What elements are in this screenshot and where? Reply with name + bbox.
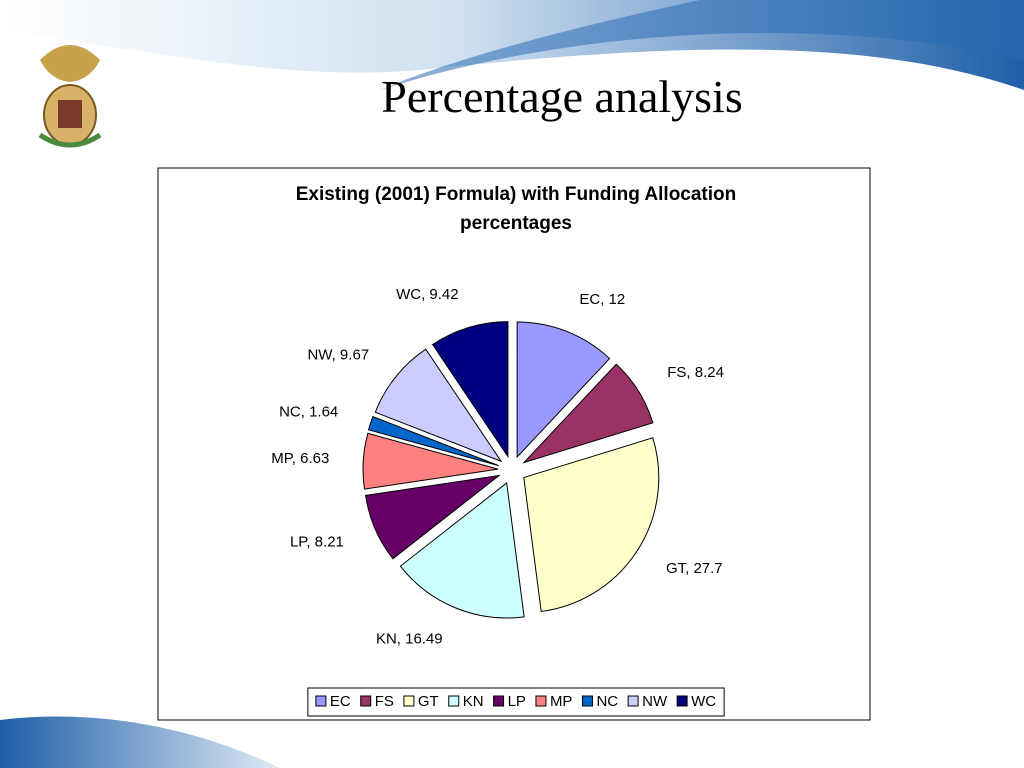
data-label: LP, 8.21 <box>290 533 344 550</box>
pie-slice <box>431 321 509 459</box>
header-band <box>380 0 1024 90</box>
coat-of-arms <box>38 45 102 148</box>
pie-slice <box>362 432 499 490</box>
legend-swatch <box>315 695 327 707</box>
legend-label: WC <box>691 693 716 710</box>
legend-label: FS <box>375 693 394 710</box>
data-label: WC, 9.42 <box>396 286 459 303</box>
legend-label: MP <box>550 693 573 710</box>
pie-slice <box>367 415 499 467</box>
pie-slice <box>522 363 654 464</box>
data-label: KN, 16.49 <box>376 630 443 647</box>
legend-swatch <box>493 695 505 707</box>
legend-box <box>307 687 725 717</box>
slide-title: Percentage analysis <box>381 71 742 122</box>
pie-slice <box>523 437 660 612</box>
footer-swoosh <box>0 716 280 768</box>
pie-slice <box>516 321 611 459</box>
legend-swatch <box>403 695 415 707</box>
chart-title: Existing (2001) Formula) with Funding Al… <box>296 184 737 234</box>
legend-label: EC <box>330 693 351 710</box>
legend-swatch <box>448 695 460 707</box>
pie-slice <box>399 482 525 619</box>
legend-label: NC <box>596 693 618 710</box>
chart-frame <box>157 167 871 721</box>
legend-label: NW <box>642 693 668 710</box>
legend-swatch <box>581 695 593 707</box>
legend-swatch <box>535 695 547 707</box>
legend-label: KN <box>463 693 484 710</box>
legend-swatch <box>360 695 372 707</box>
data-label: NW, 9.67 <box>307 347 369 364</box>
pie-slice <box>374 348 503 463</box>
data-label: NC, 1.64 <box>279 403 338 420</box>
pie-slice <box>365 474 501 560</box>
data-label: EC, 12 <box>579 291 625 308</box>
data-label: GT, 27.7 <box>666 560 723 577</box>
legend-label: GT <box>418 693 439 710</box>
legend-label: LP <box>508 693 526 710</box>
data-label: MP, 6.63 <box>271 450 329 467</box>
data-label: FS, 8.24 <box>667 364 724 381</box>
legend-swatch <box>627 695 639 707</box>
legend-swatch <box>676 695 688 707</box>
